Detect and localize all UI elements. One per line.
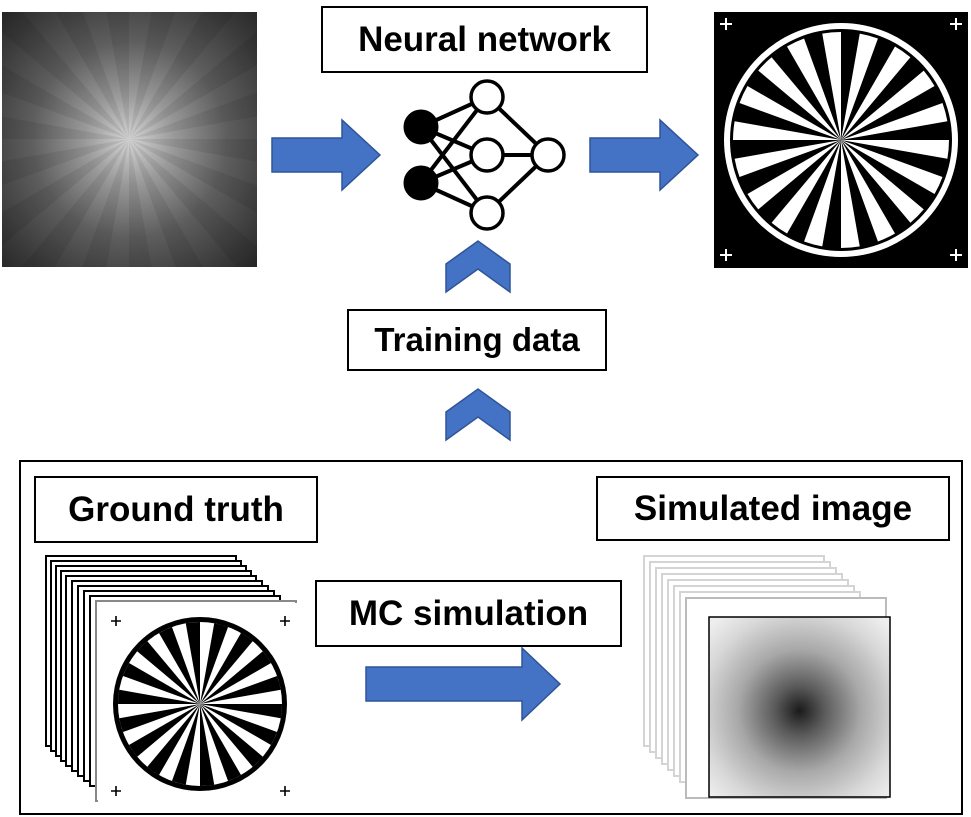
arrow-ground-truth-to-simulated: [364, 646, 562, 722]
chevron-up-icon: [445, 240, 511, 294]
star-spoke: [200, 704, 278, 745]
star-spoke: [200, 623, 229, 704]
star-spoke: [200, 704, 241, 782]
star-spoke: [841, 140, 895, 242]
faint-spoke: [55, 12, 129, 139]
star-spoke: [200, 704, 282, 719]
star-spoke: [771, 140, 841, 234]
star-spoke: [171, 704, 200, 785]
star-spoke: [137, 641, 200, 704]
faint-spoke: [2, 139, 129, 186]
faint-spoke: [129, 139, 203, 267]
simulated-image-stack: [640, 550, 900, 810]
star-spoke: [787, 38, 841, 140]
star-spoke: [200, 704, 263, 767]
star-spoke: [841, 140, 924, 223]
faint-spoke: [82, 139, 129, 267]
star-spoke: [841, 140, 949, 159]
hidden-neuron: [469, 137, 505, 173]
star-spoke: [147, 704, 200, 776]
faint-spoke: [129, 12, 236, 139]
star-spoke: [804, 140, 841, 247]
faint-spoke: [106, 12, 129, 139]
arrow-input-to-network: [270, 118, 382, 192]
input-neuron: [403, 165, 439, 201]
star-spoke: [841, 103, 948, 140]
mc-simulation-label: MC simulation: [315, 580, 622, 647]
faint-spoke: [129, 139, 152, 267]
arrow-network-to-output: [588, 118, 700, 192]
faint-spoke: [129, 12, 176, 139]
faint-spoke: [2, 116, 129, 139]
faint-spoke: [2, 12, 129, 139]
star-spoke: [185, 622, 200, 704]
output-reconstructed-image: [714, 12, 968, 268]
hidden-neuron: [469, 195, 505, 231]
star-spoke: [200, 651, 272, 704]
neural-network-label: Neural network: [321, 6, 648, 73]
input-neuron: [403, 109, 439, 145]
star-spoke: [200, 675, 281, 704]
faint-spoke: [129, 139, 257, 267]
star-spoke: [841, 46, 911, 140]
star-spoke: [734, 140, 841, 177]
star-spoke: [758, 57, 841, 140]
hidden-neuron: [469, 79, 505, 115]
star-spoke: [119, 704, 200, 733]
star-spoke: [159, 626, 200, 704]
faint-spoke: [21, 139, 129, 267]
star-spoke: [747, 140, 841, 210]
star-spoke: [841, 70, 935, 140]
ground-truth-star-spokes: [118, 622, 282, 786]
star-spoke: [733, 121, 841, 140]
ground-truth-image-stack: [44, 548, 304, 808]
star-spoke: [739, 86, 841, 140]
faint-spoke: [129, 139, 257, 162]
star-spoke: [200, 632, 253, 704]
output-neuron: [530, 137, 566, 173]
star-spoke: [122, 663, 200, 704]
chevron-up-icon: [445, 388, 511, 442]
training-data-generation-panel: [19, 460, 963, 815]
star-spoke: [841, 33, 878, 140]
star-spoke: [822, 32, 841, 140]
ground-truth-label: Ground truth: [34, 476, 318, 543]
faint-spoke: [2, 139, 129, 246]
star-spoke: [118, 689, 200, 704]
star-spoke: [200, 704, 215, 786]
faint-spoke: [129, 92, 257, 139]
faint-spoke: [2, 65, 129, 139]
input-faint-spokes: [2, 12, 257, 267]
faint-spoke: [129, 139, 257, 213]
output-star-spokes: [733, 32, 949, 248]
input-measured-image: [2, 12, 257, 267]
star-spoke: [128, 704, 200, 757]
neural-network-icon: [400, 76, 570, 234]
star-spoke: [841, 140, 943, 194]
training-data-label: Training data: [347, 309, 607, 371]
simulated-image-label: Simulated image: [596, 476, 950, 541]
star-spoke: [841, 140, 860, 248]
